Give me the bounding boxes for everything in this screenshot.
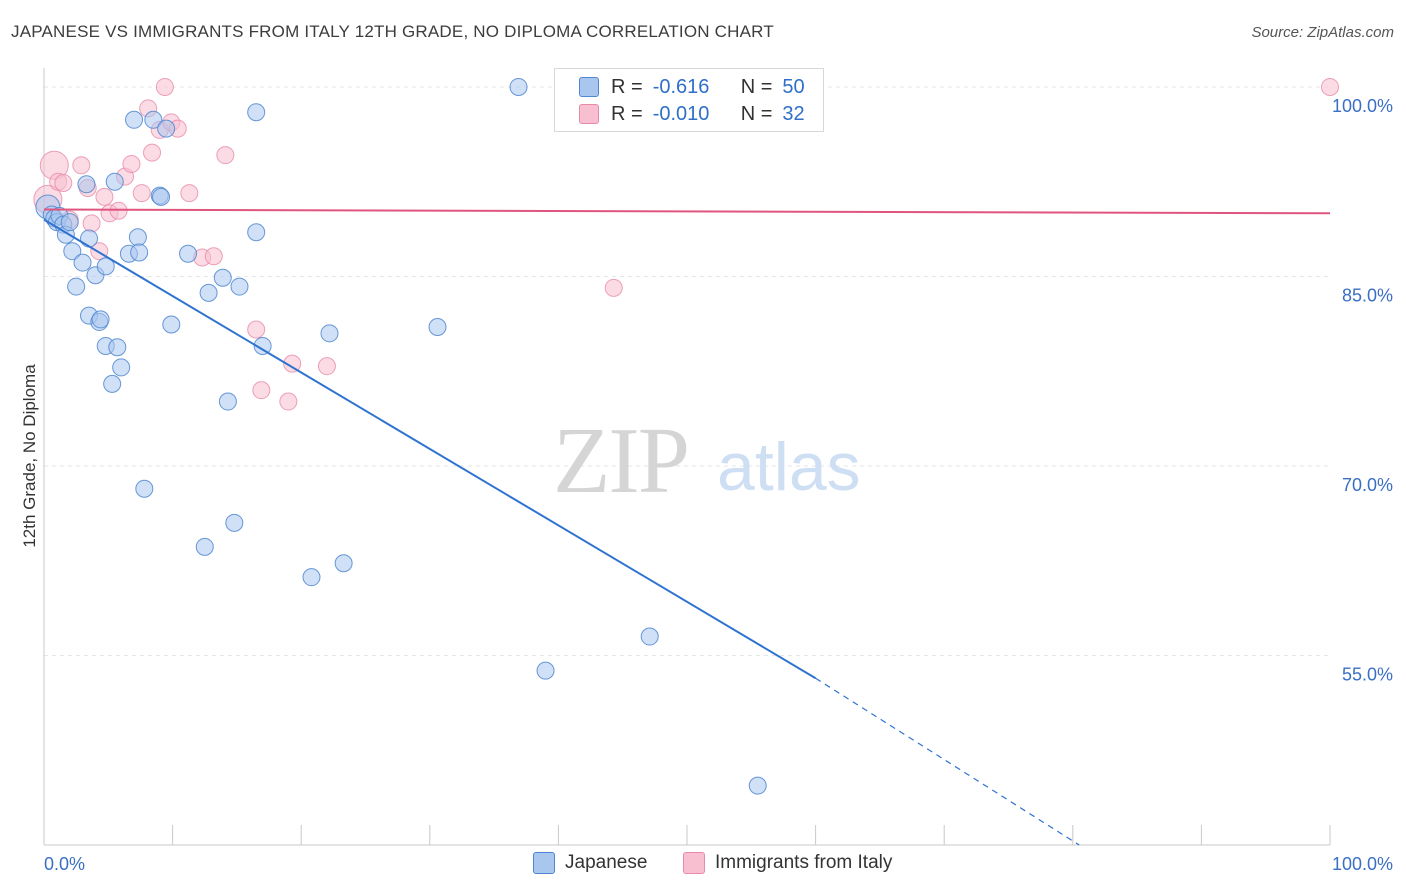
data-point-japanese (67, 277, 86, 296)
bottom-legend: Japanese Immigrants from Italy (0, 852, 1406, 878)
data-point-japanese (253, 336, 272, 355)
legend-r-value: -0.010 (652, 102, 710, 125)
legend-row-japanese: R = -0.616 N = 50 (579, 74, 805, 100)
y-axis-label: 12th Grade, No Diploma (20, 364, 39, 548)
data-point-italy (95, 187, 114, 206)
data-point-japanese (157, 119, 176, 138)
data-point-japanese (213, 268, 232, 287)
trend-line-japanese-extension (815, 677, 1080, 846)
y-tick-label: 55.0% (1342, 664, 1393, 684)
data-point-italy (1321, 77, 1339, 96)
data-point-japanese (135, 479, 154, 498)
bottom-legend-label-japanese: Japanese (565, 852, 648, 873)
data-point-italy (143, 143, 162, 162)
watermark-atlas: atlas (717, 429, 861, 505)
trend-line-italy (43, 208, 1331, 215)
data-point-italy (155, 77, 174, 96)
watermark-zip: ZIP (553, 409, 688, 513)
data-point-japanese (60, 213, 79, 232)
bottom-legend-label-italy: Immigrants from Italy (715, 852, 893, 873)
bottom-legend-swatch-pink (683, 852, 705, 874)
legend-r-value: -0.616 (652, 75, 710, 98)
data-point-italy (122, 155, 141, 174)
data-point-italy (180, 184, 199, 203)
data-point-japanese (162, 315, 181, 334)
data-point-italy (204, 247, 223, 266)
legend-n-value: 50 (782, 75, 805, 98)
data-point-japanese (96, 257, 115, 276)
data-point-japanese (112, 358, 131, 377)
data-point-japanese (152, 187, 171, 206)
data-point-japanese (195, 537, 214, 556)
trend-line-japanese (43, 218, 817, 680)
legend-n-label: N = (740, 75, 773, 98)
bottom-legend-italy: Immigrants from Italy (683, 852, 892, 874)
data-point-japanese (103, 374, 122, 393)
bottom-legend-japanese: Japanese (533, 852, 647, 874)
grid-lines (44, 86, 1330, 656)
data-point-italy (216, 146, 235, 165)
data-point-japanese (640, 627, 659, 646)
legend-r-label: R = (611, 102, 643, 125)
legend-n-label: N = (740, 102, 773, 125)
data-point-japanese (247, 223, 266, 242)
data-point-italy (54, 173, 73, 192)
data-point-japanese (748, 776, 767, 795)
legend-swatch-pink (579, 104, 599, 124)
data-point-italy (317, 357, 336, 376)
legend-n-value: 32 (782, 102, 805, 125)
data-point-japanese (80, 229, 99, 248)
data-point-japanese (225, 513, 244, 532)
data-point-italy (82, 214, 101, 233)
data-point-italy (109, 201, 128, 220)
series-japanese-points (35, 77, 767, 795)
chart-title: JAPANESE VS IMMIGRANTS FROM ITALY 12TH G… (11, 22, 774, 41)
y-tick-label: 100.0% (1332, 96, 1393, 116)
data-point-japanese (128, 228, 147, 247)
data-point-japanese (536, 661, 555, 680)
data-point-italy (72, 156, 91, 175)
data-point-japanese (73, 253, 92, 272)
bottom-legend-swatch-blue (533, 852, 555, 874)
data-point-japanese (108, 338, 127, 357)
legend-row-italy: R = -0.010 N = 32 (579, 101, 805, 127)
watermark: ZIP atlas (553, 409, 861, 513)
data-point-japanese (334, 554, 353, 573)
data-point-japanese (130, 243, 149, 262)
data-point-italy (604, 278, 623, 297)
y-tick-label: 85.0% (1342, 285, 1393, 305)
data-point-japanese (77, 175, 96, 194)
data-point-japanese (218, 392, 237, 411)
legend-r-label: R = (611, 75, 643, 98)
data-point-japanese (247, 103, 266, 122)
data-point-japanese (428, 318, 447, 336)
data-point-japanese (105, 172, 124, 191)
source-label: Source: ZipAtlas.com (1251, 24, 1394, 41)
data-point-japanese (509, 77, 528, 96)
data-point-japanese (199, 283, 218, 302)
data-point-italy (247, 320, 266, 339)
data-point-japanese (230, 277, 249, 296)
y-tick-label: 70.0% (1342, 475, 1393, 495)
data-point-italy (283, 354, 302, 373)
legend-box: R = -0.616 N = 50 R = -0.010 N = 32 (554, 68, 824, 132)
data-point-italy (132, 184, 151, 203)
data-point-japanese (144, 110, 163, 129)
data-point-japanese (63, 242, 82, 261)
legend-swatch-blue (579, 77, 599, 97)
data-point-italy (252, 381, 271, 400)
x-tick-label: 0.0% (44, 854, 85, 874)
data-point-italy (279, 392, 298, 411)
data-point-japanese (302, 568, 321, 587)
tick-labels: 100.0% 85.0% 70.0% 55.0% 0.0% 100.0% (44, 96, 1393, 874)
data-point-japanese (179, 244, 198, 263)
data-point-japanese (320, 324, 339, 343)
trend-lines (43, 208, 1331, 846)
data-point-japanese (125, 110, 144, 129)
data-point-japanese (91, 310, 110, 329)
x-tick-label: 100.0% (1332, 854, 1393, 874)
